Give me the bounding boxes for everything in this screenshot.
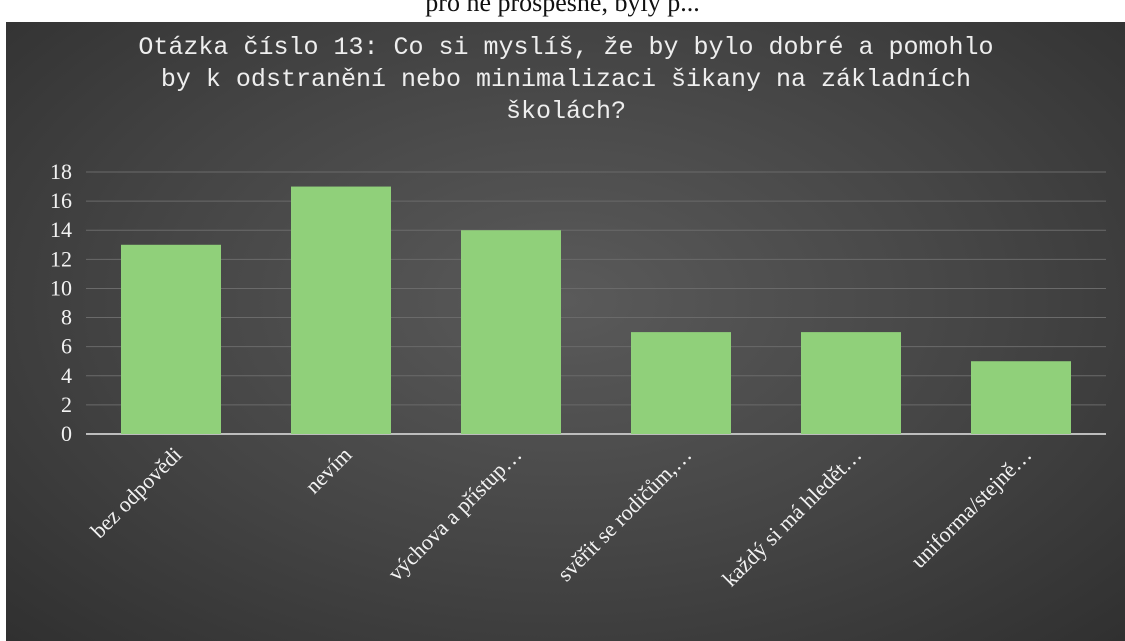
y-tick-label: 16 bbox=[50, 188, 72, 213]
bar bbox=[461, 230, 561, 434]
document-text-fragment: pro ně prospěšné, byly p... bbox=[0, 0, 1125, 22]
bar bbox=[631, 332, 731, 434]
bar bbox=[121, 244, 221, 434]
y-tick-label: 6 bbox=[61, 334, 72, 359]
bar bbox=[971, 361, 1071, 434]
bar bbox=[291, 186, 391, 434]
bar-chart: 0 2 4 6 8 10 12 14 16 18 bez odpovědi nevím výchova … bbox=[50, 159, 1106, 591]
x-category-label: uniforma/stejně… bbox=[906, 442, 1037, 573]
y-tick-label: 12 bbox=[50, 246, 72, 271]
x-category-label: každý si má hledět… bbox=[717, 442, 866, 591]
y-tick-label: 10 bbox=[50, 275, 72, 300]
y-tick-label: 0 bbox=[61, 421, 72, 446]
bar bbox=[801, 332, 901, 434]
y-tick-label: 8 bbox=[61, 305, 72, 330]
x-category-label: nevím bbox=[300, 442, 357, 499]
y-tick-label: 14 bbox=[50, 217, 72, 242]
x-category-label: bez odpovědi bbox=[85, 442, 186, 543]
y-tick-label: 2 bbox=[61, 392, 72, 417]
x-category-label: výchova a přístup… bbox=[383, 442, 527, 586]
x-category-label: svěřit se rodičům,… bbox=[552, 442, 696, 586]
chart-container: Otázka číslo 13: Co si myslíš, že by byl… bbox=[6, 22, 1125, 641]
document-text-line: pro ně prospěšné, byly p... bbox=[425, 0, 700, 17]
chart-title: Otázka číslo 13: Co si myslíš, že by byl… bbox=[138, 33, 994, 126]
y-tick-label: 4 bbox=[61, 363, 72, 388]
y-tick-label: 18 bbox=[50, 159, 72, 184]
